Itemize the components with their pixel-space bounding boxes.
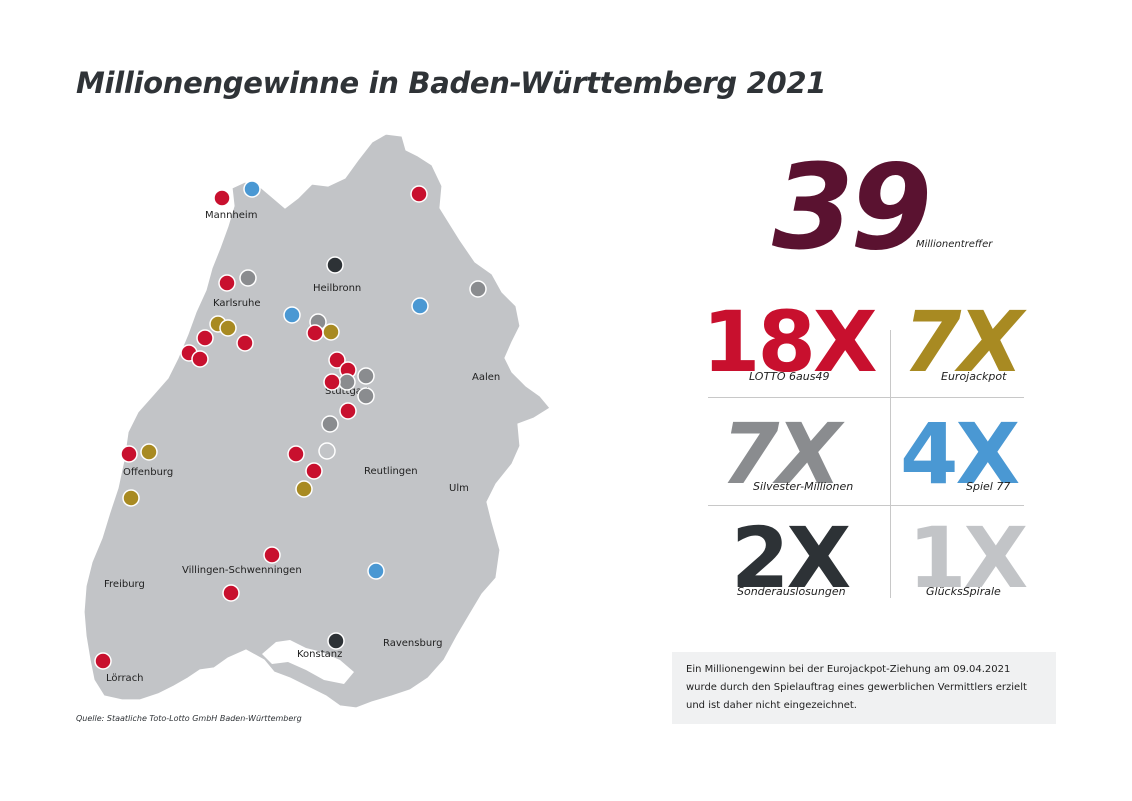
win-marker-lotto [287,445,305,463]
win-marker-lotto [218,274,236,292]
win-marker-eurojackpot [140,443,158,461]
win-marker-lotto [339,402,357,420]
horizontal-divider-1 [708,397,1024,398]
win-marker-lotto [305,462,323,480]
silvester-count: 7X [721,405,841,503]
city-label: Lörrach [106,673,144,684]
note-line-2: wurde durch den Spielauftrag eines gewer… [686,682,1027,693]
total-label: Millionentreffer [916,239,993,250]
win-marker-gluecksspirale [318,442,336,460]
win-marker-lotto [213,189,231,207]
win-marker-eurojackpot [322,323,340,341]
win-marker-silvester [357,387,375,405]
win-marker-silvester [357,367,375,385]
win-marker-spiel77 [283,306,301,324]
win-marker-silvester [239,269,257,287]
win-marker-lotto [94,652,112,670]
win-marker-lotto [222,584,240,602]
city-label: Offenburg [123,467,173,478]
win-marker-lotto [263,546,281,564]
bodensee-lake [262,640,354,684]
city-label: Villingen-Schwenningen [182,565,302,576]
city-label: Konstanz [297,649,342,660]
horizontal-divider-2 [708,505,1024,506]
city-label: Reutlingen [364,466,418,477]
win-marker-lotto [328,351,346,369]
gluecksspirale-label: GlücksSpirale [926,585,1001,598]
win-marker-silvester [469,280,487,298]
win-marker-eurojackpot [219,319,237,337]
lotto-label: LOTTO 6aus49 [749,370,830,383]
win-marker-silvester [338,373,356,391]
total-count: 39 [772,138,932,276]
win-marker-sonder [327,632,345,650]
note-line-1: Ein Millionengewinn bei der Eurojackpot-… [686,664,1011,675]
city-label: Aalen [472,372,500,383]
win-marker-lotto [120,445,138,463]
win-marker-lotto [410,185,428,203]
state-outline [83,133,551,709]
spiel77-count: 4X [900,405,1020,503]
gluecksspirale-count: 1X [908,509,1028,607]
win-marker-eurojackpot [295,480,313,498]
win-marker-silvester [321,415,339,433]
win-marker-spiel77 [243,180,261,198]
city-label: Heilbronn [313,283,361,294]
win-marker-lotto [323,373,341,391]
note-line-3: und ist daher nicht eingezeichnet. [686,700,857,711]
city-label: Stuttgart [325,386,370,397]
silvester-label: Silvester-Millionen [753,480,854,493]
win-marker-lotto [191,350,209,368]
page-title: Millionengewinne in Baden-Württemberg 20… [76,66,827,100]
win-marker-spiel77 [367,562,385,580]
lotto-count: 18X [702,293,878,391]
sonder-count: 2X [731,509,851,607]
win-marker-eurojackpot [122,489,140,507]
city-label: Freiburg [104,579,145,590]
sonder-label: Sonderauslosungen [737,585,846,598]
city-label: Ulm [449,483,469,494]
note-box: Ein Millionengewinn bei der Eurojackpot-… [672,652,1056,724]
win-marker-spiel77 [411,297,429,315]
vertical-divider [890,330,891,598]
city-label: Mannheim [205,210,257,221]
eurojackpot-label: Eurojackpot [941,370,1007,383]
win-marker-sonder [326,256,344,274]
win-marker-lotto [306,324,324,342]
city-label: Karlsruhe [213,298,261,309]
city-label: Ravensburg [383,638,442,649]
win-marker-lotto [196,329,214,347]
source-note: Quelle: Staatliche Toto-Lotto GmbH Baden… [76,714,302,723]
spiel77-label: Spiel 77 [966,480,1011,493]
win-marker-lotto [236,334,254,352]
eurojackpot-count: 7X [903,293,1023,391]
